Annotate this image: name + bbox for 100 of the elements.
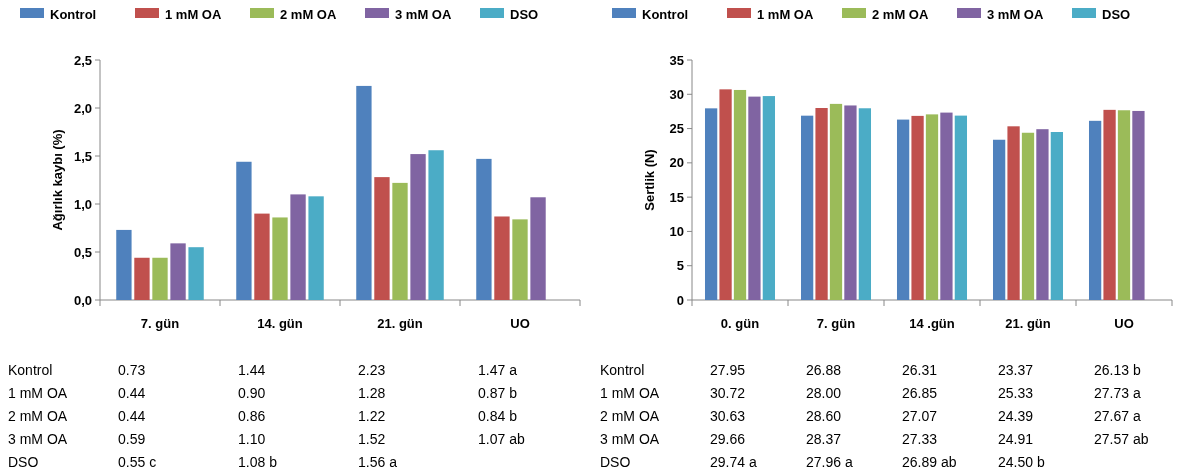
legend-label: Kontrol <box>50 6 97 22</box>
bar <box>410 154 426 300</box>
x-tick-label: 21. gün <box>1005 316 1051 331</box>
data-label: 0.59 <box>118 430 146 447</box>
data-label: 27.07 <box>902 407 938 424</box>
bar <box>290 194 306 300</box>
data-label: 25.33 <box>998 384 1034 401</box>
x-tick-label: UO <box>510 316 530 331</box>
data-label: 28.37 <box>806 430 842 447</box>
x-tick-label: 7. gün <box>140 316 180 331</box>
bar <box>272 217 288 300</box>
data-label: 2.23 <box>358 361 386 378</box>
text: Kontrol <box>600 361 645 378</box>
bar <box>530 197 546 300</box>
bar <box>170 243 186 300</box>
data-label: 24.39 <box>998 407 1034 424</box>
bar <box>733 89 747 300</box>
data-label: 1.56 a <box>358 453 398 470</box>
bar <box>1036 129 1049 300</box>
bar <box>428 150 444 300</box>
bar <box>1050 132 1064 300</box>
legend-label: 2 mM OA <box>872 6 929 22</box>
bar <box>236 161 252 300</box>
bar <box>1007 126 1020 300</box>
y-tick-label: 35 <box>669 52 684 68</box>
bar <box>1117 110 1131 300</box>
legend-label: 3 mM OA <box>987 6 1044 22</box>
data-label: 27.73 a <box>1094 384 1141 401</box>
text: 2 mM OA <box>8 407 68 424</box>
data-label: 1.08 b <box>238 453 278 470</box>
data-label: 1.10 <box>238 430 266 447</box>
text: DSO <box>8 453 39 470</box>
data-label: 1.52 <box>358 430 386 447</box>
data-label: 1.44 <box>238 361 266 378</box>
bar <box>992 139 1006 300</box>
data-label: 26.31 <box>902 361 938 378</box>
legend-label: DSO <box>510 6 539 22</box>
data-label: 26.13 b <box>1094 361 1141 378</box>
data-label: 0.86 <box>238 407 266 424</box>
legend-label: 1 mM OA <box>165 6 222 22</box>
x-tick-label: 14. gün <box>257 316 303 331</box>
data-label: 30.63 <box>710 407 746 424</box>
data-label: 0.90 <box>238 384 266 401</box>
x-tick-label: 14 .gün <box>909 316 955 331</box>
data-label: 30.72 <box>710 384 746 401</box>
bar <box>829 103 843 300</box>
bar <box>116 229 132 300</box>
y-axis-title: Sertlik (N) <box>642 149 657 211</box>
bar <box>254 213 270 300</box>
y-axis-title: Ağırlık kaybı (%) <box>50 129 65 231</box>
x-tick-label: 0. gün <box>720 316 760 331</box>
bar <box>134 257 150 300</box>
bar <box>392 182 408 300</box>
text: 3 mM OA <box>600 430 660 447</box>
bar <box>815 108 828 300</box>
bar <box>911 115 924 300</box>
bar <box>719 89 732 300</box>
data-label: 24.50 b <box>998 453 1045 470</box>
data-label: 27.95 <box>710 361 746 378</box>
text: DSO <box>600 453 631 470</box>
data-label: 24.91 <box>998 430 1034 447</box>
y-tick-label: 1,0 <box>73 196 92 212</box>
text: 1 mM OA <box>8 384 68 401</box>
bar <box>704 108 718 300</box>
data-label: 0.87 b <box>478 384 518 401</box>
text: Kontrol <box>8 361 53 378</box>
y-tick-label: 30 <box>669 86 684 102</box>
data-label: 27.33 <box>902 430 938 447</box>
data-label: 27.57 ab <box>1094 430 1149 447</box>
text: 3 mM OA <box>8 430 68 447</box>
y-tick-label: 25 <box>669 121 684 137</box>
bar <box>512 219 528 300</box>
data-label: 29.66 <box>710 430 746 447</box>
data-label: 1.28 <box>358 384 386 401</box>
data-label: 1.22 <box>358 407 386 424</box>
bar <box>844 105 857 300</box>
legend-label: Kontrol <box>642 6 689 22</box>
legend-label: 1 mM OA <box>757 6 814 22</box>
bar <box>1132 110 1145 300</box>
x-tick-label: 21. gün <box>377 316 423 331</box>
bar <box>308 196 324 300</box>
bar <box>1021 132 1035 300</box>
x-tick-label: 7. gün <box>816 316 856 331</box>
y-tick-label: 20 <box>669 155 684 171</box>
bar <box>954 115 968 300</box>
bar <box>896 119 910 300</box>
data-label: 27.67 a <box>1094 407 1141 424</box>
data-label: 23.37 <box>998 361 1034 378</box>
data-label: 28.60 <box>806 407 842 424</box>
bar <box>188 247 204 300</box>
legend-label: 3 mM OA <box>395 6 452 22</box>
y-tick-label: 0,0 <box>73 292 92 308</box>
bar <box>374 177 390 300</box>
y-tick-label: 2,0 <box>73 100 92 116</box>
y-tick-label: 5 <box>676 258 684 274</box>
data-label: 0.55 c <box>118 453 157 470</box>
data-label: 0.44 <box>118 407 146 424</box>
data-label: 1.47 a <box>478 361 518 378</box>
data-label: 27.96 a <box>806 453 853 470</box>
y-tick-label: 15 <box>669 189 684 205</box>
